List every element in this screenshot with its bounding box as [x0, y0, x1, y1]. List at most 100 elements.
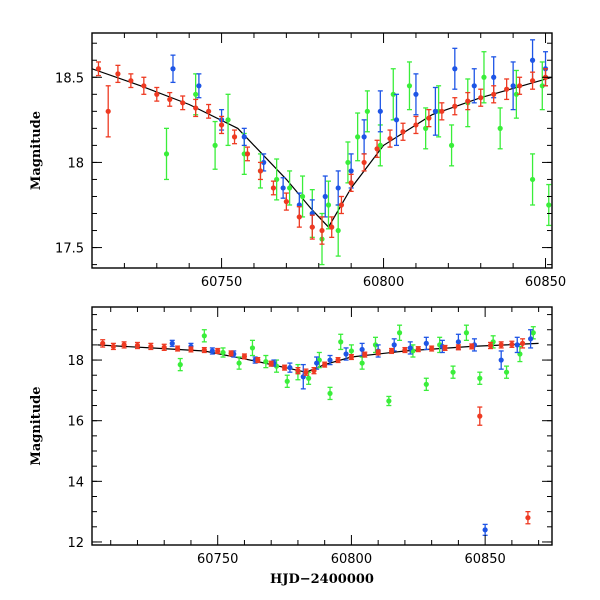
data-point [257, 168, 264, 174]
data-point [546, 202, 552, 208]
data-point [452, 66, 458, 72]
data-point [174, 345, 181, 352]
series-2 [95, 61, 549, 245]
data-point [167, 96, 173, 103]
data-point [209, 348, 215, 354]
data-point [261, 159, 267, 166]
data-point [201, 333, 207, 339]
data-point [249, 345, 256, 351]
data-point [95, 66, 102, 72]
data-point [529, 78, 536, 84]
y-tick-label: 18.5 [55, 71, 84, 86]
data-point [374, 146, 380, 152]
data-point [525, 515, 531, 521]
y-tick-label: 12 [67, 536, 84, 551]
y-tick-label: 14 [67, 475, 84, 490]
data-point [322, 193, 328, 200]
data-point [514, 342, 520, 348]
y-tick-label: 17.5 [55, 242, 84, 257]
data-point [517, 83, 523, 89]
data-point [180, 100, 186, 106]
data-point [255, 357, 261, 363]
bottom-light-curve-panel: 60750 60800 60850 12 14 16 18 Magnitude HJD−2400… [29, 306, 553, 587]
y-tick-label: 16 [67, 415, 84, 430]
data-point [372, 342, 379, 348]
data-point [519, 340, 526, 346]
data-point [327, 357, 333, 363]
data-point [115, 71, 121, 77]
data-point [105, 108, 111, 114]
data-point [450, 369, 456, 375]
data-point [303, 369, 309, 375]
data-point [177, 362, 183, 368]
data-point [359, 346, 365, 353]
series-1 [169, 329, 534, 536]
data-point [455, 339, 461, 345]
data-point [188, 346, 194, 353]
data-point [504, 86, 510, 92]
data-point [287, 365, 293, 371]
data-point [319, 227, 325, 234]
data-point [325, 202, 332, 208]
x-axis-label: HJD−2400000 [270, 572, 374, 587]
x-tick-label: 60750 [197, 552, 238, 567]
data-point [335, 227, 341, 234]
data-point [241, 134, 247, 140]
data-point [263, 358, 269, 365]
data-point [163, 151, 170, 157]
data-point [284, 378, 290, 384]
data-point [361, 159, 367, 166]
data-point [148, 343, 154, 350]
data-point [477, 375, 483, 381]
data-point [225, 117, 231, 123]
data-point [509, 341, 515, 347]
data-point [287, 185, 293, 191]
data-point [338, 339, 344, 345]
data-point [455, 344, 461, 350]
data-point [169, 340, 175, 346]
data-point [314, 360, 320, 366]
data-point [487, 342, 494, 349]
data-point [338, 202, 345, 208]
data-point [406, 83, 413, 89]
data-point [490, 339, 496, 345]
data-point [201, 347, 207, 353]
data-point [348, 354, 355, 360]
data-point [491, 91, 497, 97]
data-point [469, 343, 475, 350]
data-point [299, 193, 306, 200]
data-point [327, 390, 333, 397]
data-point [510, 83, 516, 89]
data-point [348, 348, 355, 354]
data-point [100, 340, 106, 346]
data-point [481, 74, 487, 80]
data-point [121, 342, 127, 348]
data-point [393, 117, 400, 123]
x-tick-label: 60800 [331, 552, 372, 567]
x-tick-label: 60850 [525, 275, 566, 290]
data-point [491, 74, 497, 80]
data-point [306, 375, 312, 381]
data-point [387, 135, 393, 142]
data-point [452, 103, 458, 109]
y-axis-label: Magnitude [29, 111, 44, 190]
data-point [218, 122, 225, 128]
data-point [391, 342, 397, 348]
data-point [220, 349, 226, 356]
data-point [335, 357, 341, 363]
data-point [270, 185, 277, 191]
data-point [448, 142, 455, 148]
data-point [362, 352, 368, 358]
data-point [128, 78, 134, 84]
data-point [215, 348, 221, 354]
data-point [529, 57, 536, 63]
data-point [348, 168, 354, 174]
data-point [377, 142, 383, 148]
y-axis-label: Magnitude [29, 386, 44, 465]
data-point [396, 330, 403, 336]
data-point [329, 224, 335, 230]
data-point [498, 342, 504, 348]
data-point [477, 413, 483, 419]
data-point [402, 347, 408, 353]
